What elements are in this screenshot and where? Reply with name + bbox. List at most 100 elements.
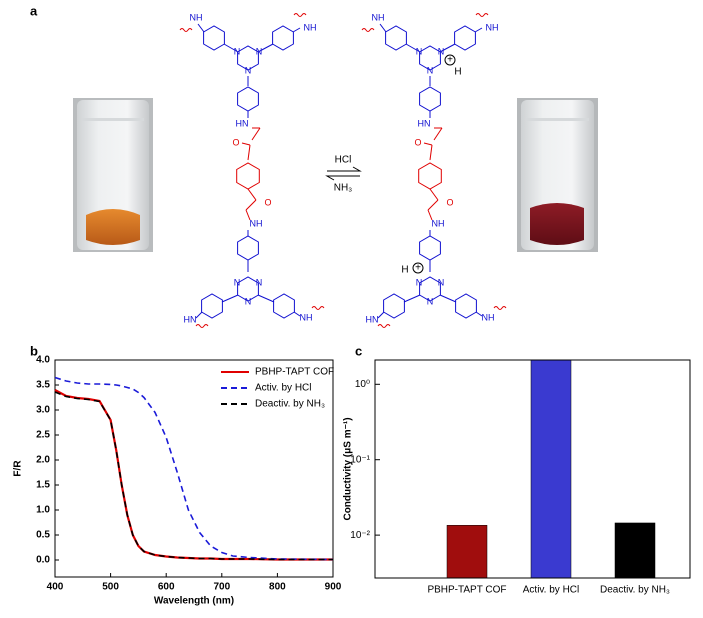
atom-label: NH — [432, 218, 445, 228]
atom-label: HN — [236, 118, 249, 128]
ring — [419, 276, 441, 302]
charge: + — [415, 263, 421, 274]
legend-label: PBHP-TAPT COF — [255, 367, 334, 378]
panel-label: b — [30, 343, 38, 358]
ring — [418, 162, 442, 190]
atom-label: N — [427, 296, 434, 306]
atom-label: HN — [418, 118, 431, 128]
bond — [257, 294, 275, 303]
bond — [439, 43, 456, 53]
y-tick-label: 3.0 — [36, 405, 50, 416]
reagent: HCl — [335, 155, 352, 166]
x-tick-label: 700 — [213, 582, 230, 593]
photo-left — [73, 98, 153, 252]
bar — [530, 359, 572, 579]
bar — [446, 525, 488, 579]
bond — [475, 311, 483, 317]
ring — [385, 25, 407, 51]
plot-frame — [54, 359, 334, 578]
data-line — [54, 391, 333, 561]
ring — [273, 293, 295, 319]
atom-label: NH — [190, 12, 203, 22]
x-tick-label: 600 — [158, 582, 175, 593]
atom-label: O — [446, 197, 453, 207]
y-tick-label: 10⁰ — [355, 379, 370, 390]
bond — [433, 127, 443, 141]
atom-label: HN — [366, 314, 379, 324]
ring — [419, 235, 441, 261]
charge-ring — [444, 54, 456, 66]
ring — [237, 86, 259, 112]
x-tick-label: 800 — [269, 582, 286, 593]
bond — [247, 144, 251, 161]
reagent: NH₃ — [334, 183, 353, 194]
ring — [237, 235, 259, 261]
wavy-bond — [493, 306, 507, 310]
y-axis-label: Conductivity (μS m⁻¹) — [343, 417, 354, 520]
data-line — [54, 376, 334, 561]
y-tick-label: 1.0 — [36, 505, 50, 516]
atom-label: N — [438, 277, 445, 287]
wavy-bond — [475, 13, 489, 17]
atom-label: NH — [482, 312, 495, 322]
ring — [201, 293, 223, 319]
ring — [236, 162, 260, 190]
data-line — [54, 389, 333, 561]
atom-label: O — [232, 137, 239, 147]
bond — [245, 199, 257, 211]
atom-label: H — [401, 265, 408, 276]
atom-label: H — [454, 67, 461, 78]
x-tick-label: 400 — [47, 582, 64, 593]
bond — [423, 142, 433, 146]
atom-label: NH — [372, 12, 385, 22]
wavy-bond — [311, 306, 325, 310]
atom-label: O — [264, 197, 271, 207]
x-tick-label: Deactiv. by NH₃ — [600, 585, 670, 596]
ring — [203, 25, 225, 51]
bond — [293, 311, 301, 317]
ring — [272, 25, 294, 51]
legend-label: Deactiv. by NH₃ — [255, 399, 325, 410]
x-tick-label: PBHP-TAPT COF — [427, 585, 506, 596]
atom-label: N — [245, 65, 252, 75]
atom-label: NH — [300, 312, 313, 322]
y-tick-label: 2.0 — [36, 455, 50, 466]
atom-label: NH — [486, 22, 499, 32]
panel-label: a — [30, 3, 38, 18]
bond — [379, 23, 387, 33]
legend-label: Activ. by HCl — [255, 383, 312, 394]
y-tick-label: 10⁻¹ — [350, 454, 370, 465]
ring — [419, 86, 441, 112]
bond — [245, 209, 251, 221]
bond — [439, 294, 457, 303]
ring — [455, 293, 477, 319]
bond — [429, 188, 439, 201]
panel-label: c — [355, 343, 362, 358]
bar — [614, 522, 656, 579]
x-tick-label: 900 — [325, 582, 342, 593]
bond — [197, 23, 205, 33]
bond — [292, 27, 301, 33]
bond — [221, 294, 239, 303]
photo-right — [517, 98, 598, 252]
wavy-bond — [179, 28, 193, 32]
y-tick-label: 0.5 — [36, 530, 50, 541]
bond — [427, 209, 433, 221]
bond — [257, 43, 274, 53]
plot-frame — [374, 359, 691, 579]
bond — [405, 43, 421, 53]
y-tick-label: 4.0 — [36, 355, 50, 366]
bond — [429, 144, 433, 161]
charge-ring — [412, 262, 424, 274]
wavy-bond — [361, 28, 375, 32]
bond — [195, 311, 203, 319]
wavy-bond — [195, 324, 209, 328]
y-tick-label: 10⁻² — [350, 530, 370, 541]
ring — [454, 25, 476, 51]
ring — [237, 276, 259, 302]
atom-label: NH — [250, 218, 263, 228]
bond — [223, 43, 239, 53]
bond — [241, 142, 251, 146]
bond — [247, 188, 257, 201]
